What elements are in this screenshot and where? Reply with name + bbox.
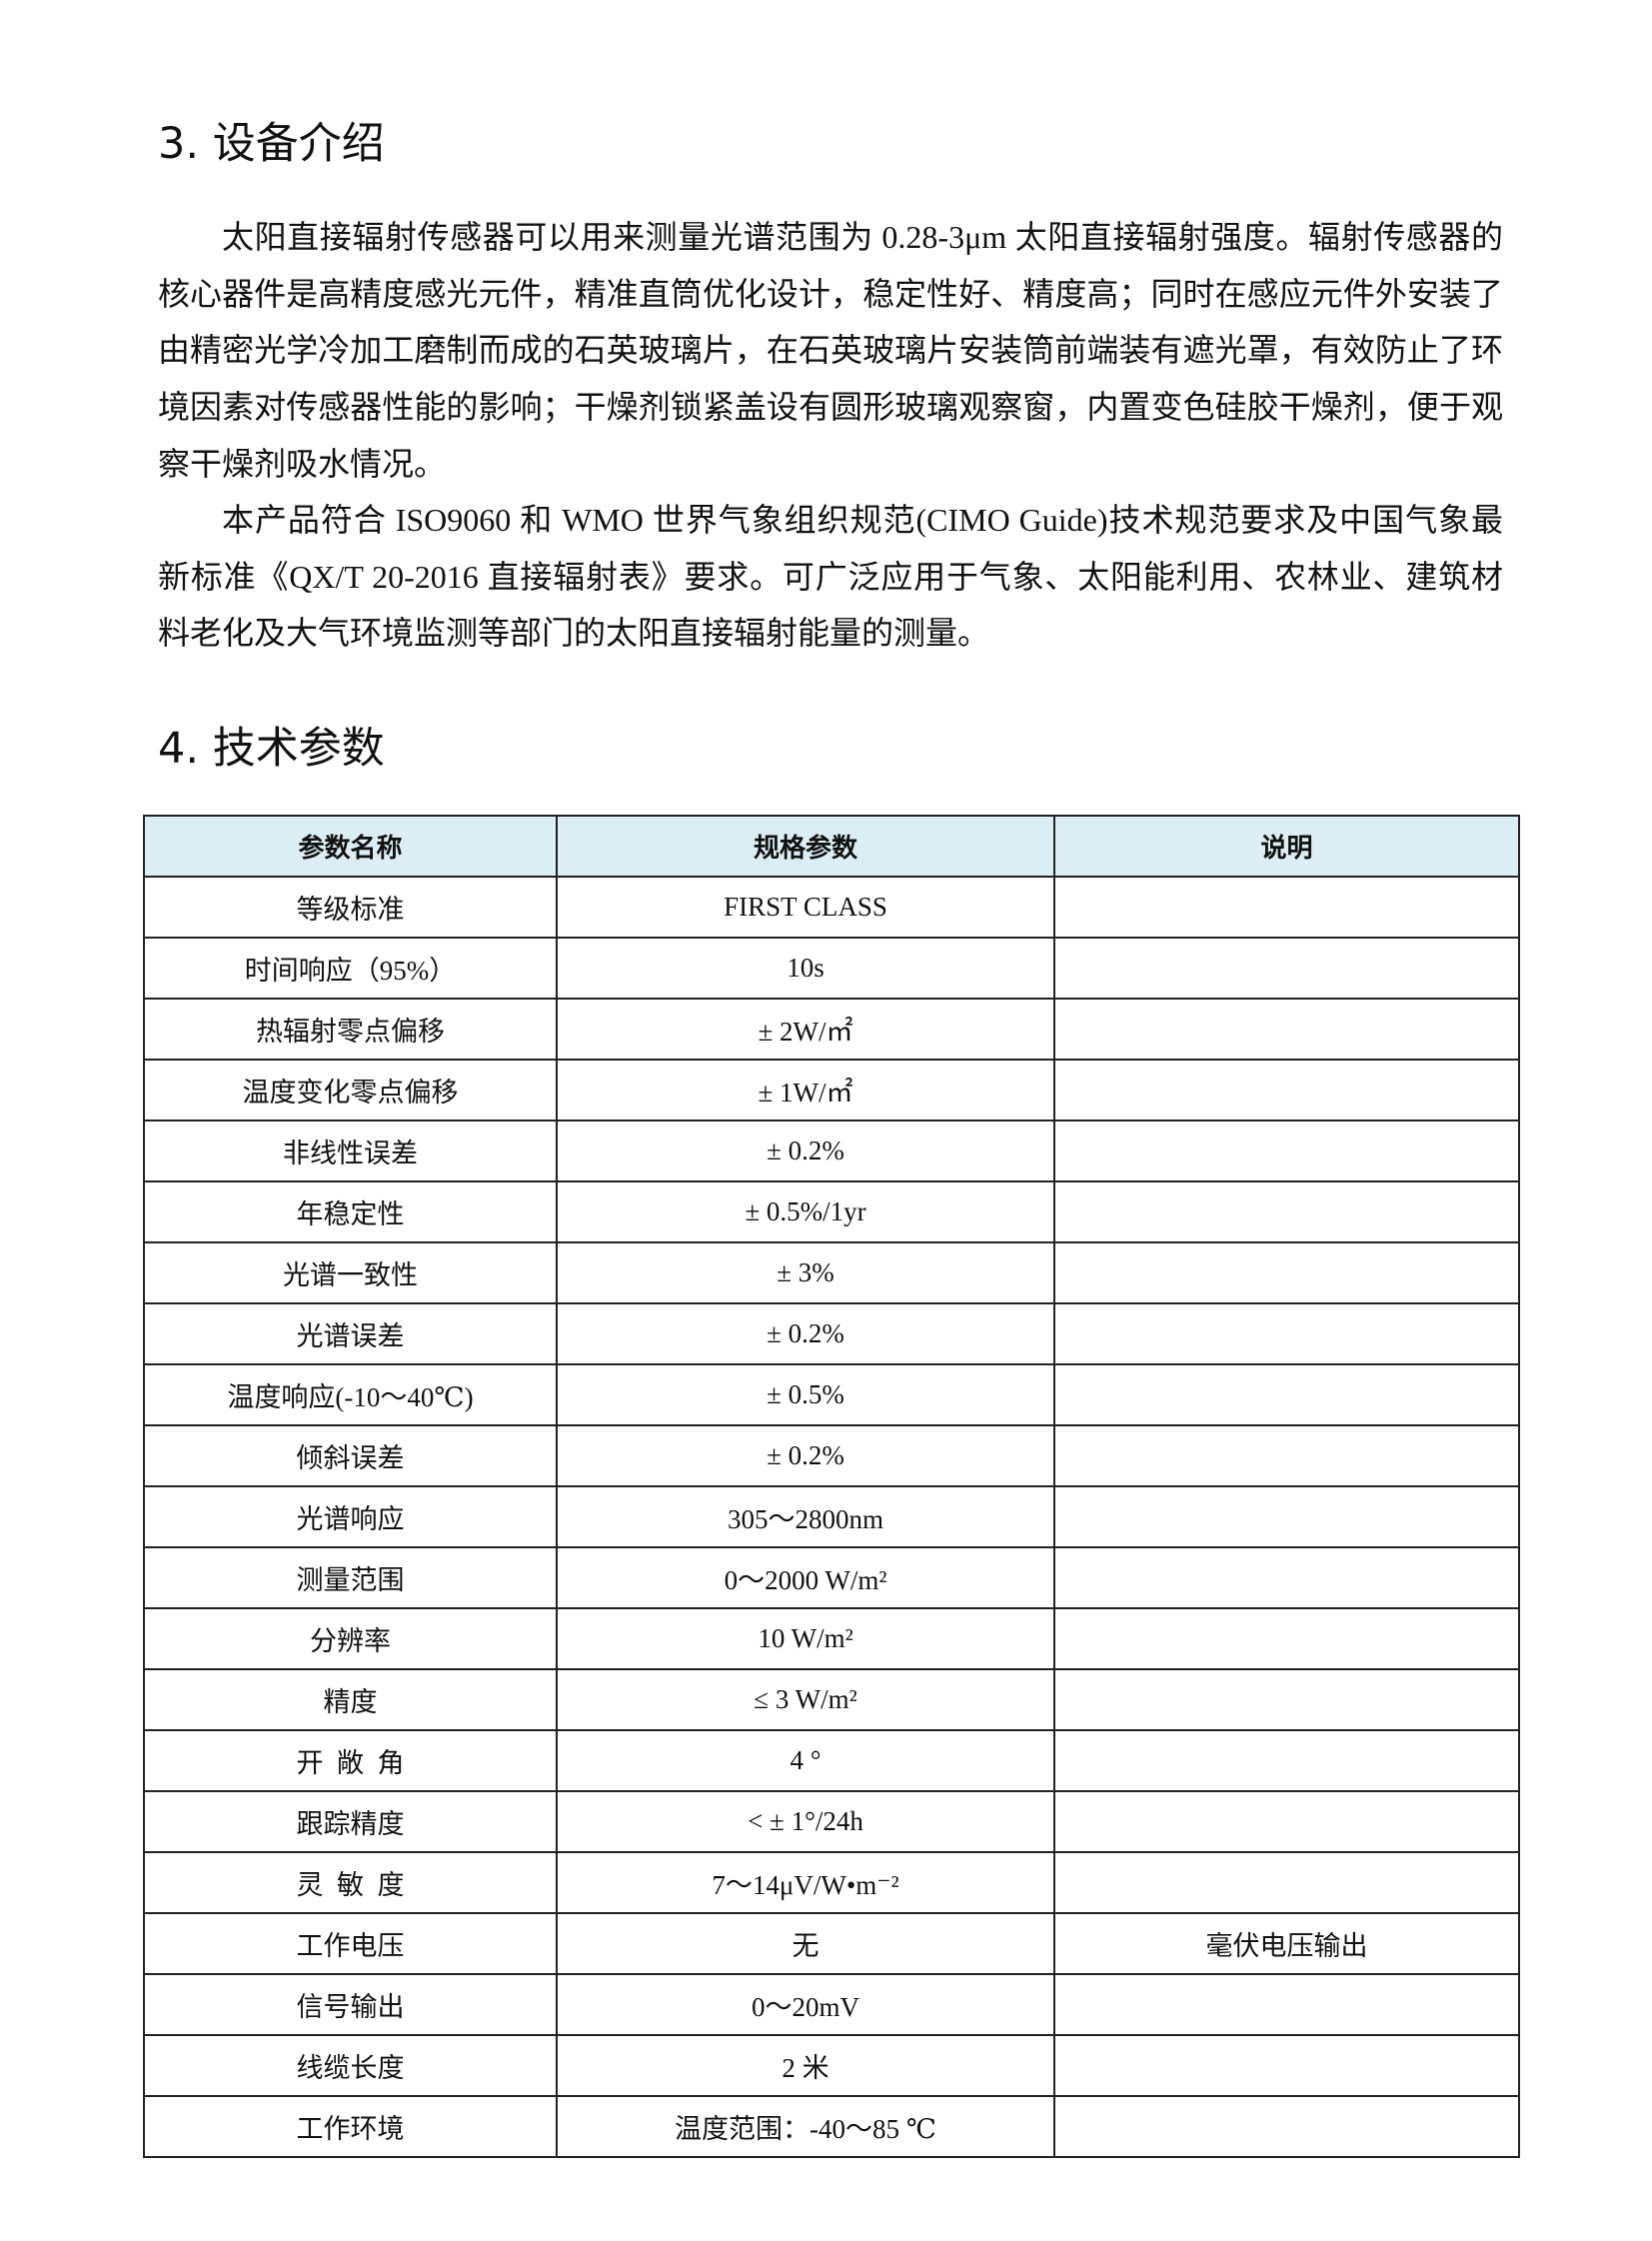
header-param-name: 参数名称 bbox=[143, 815, 558, 878]
param-name-cell: 等级标准 bbox=[143, 876, 558, 939]
note-cell bbox=[1053, 876, 1520, 939]
table-row: 分辨率 10 W/m² bbox=[143, 1607, 1520, 1670]
header-note: 说明 bbox=[1053, 815, 1520, 878]
param-name-cell: 热辐射零点偏移 bbox=[143, 998, 558, 1061]
spec-value-cell: 无 bbox=[556, 1912, 1055, 1975]
table-row: 热辐射零点偏移 ± 2W/㎡ bbox=[143, 998, 1520, 1061]
param-name-cell: 分辨率 bbox=[143, 1607, 558, 1670]
spec-value-cell: ≤ 3 W/m² bbox=[556, 1668, 1055, 1731]
spec-value-cell: 305～2800nm bbox=[556, 1485, 1055, 1548]
spec-value-cell: ± 2W/㎡ bbox=[556, 998, 1055, 1061]
note-cell bbox=[1053, 1973, 1520, 2036]
note-cell bbox=[1053, 1851, 1520, 1914]
table-row: 光谱误差 ± 0.2% bbox=[143, 1302, 1520, 1365]
table-row: 工作电压无毫伏电压输出 bbox=[143, 1912, 1520, 1975]
param-name-cell: 精度 bbox=[143, 1668, 558, 1731]
table-row: 灵 敏 度 7～14μV/W•m⁻² bbox=[143, 1851, 1520, 1914]
note-cell bbox=[1053, 1607, 1520, 1670]
spec-value-cell: 10s bbox=[556, 937, 1055, 1000]
spec-value-cell: ± 0.5% bbox=[556, 1363, 1055, 1426]
spec-value-cell: 0～20mV bbox=[556, 1973, 1055, 2036]
note-cell bbox=[1053, 1241, 1520, 1304]
table-row: 温度响应(-10～40℃) ± 0.5% bbox=[143, 1363, 1520, 1426]
spec-value-cell: 温度范围：-40～85 ℃ bbox=[556, 2095, 1055, 2158]
section-3-title: 3. 设备介绍 bbox=[158, 119, 385, 169]
note-cell bbox=[1053, 2095, 1520, 2158]
note-cell bbox=[1053, 1668, 1520, 1731]
spec-table: 参数名称 规格参数 说明 等级标准 FIRST CLASS 时间响应（95%） 10s… bbox=[143, 815, 1520, 2158]
param-name-cell: 光谱误差 bbox=[143, 1302, 558, 1365]
intro-paragraph-2: 本产品符合 ISO9060 和 WMO 世界气象组织规范(CIMO Guide)… bbox=[158, 502, 1503, 652]
table-row: 测量范围 0～2000 W/m² bbox=[143, 1546, 1520, 1609]
param-name-cell: 测量范围 bbox=[143, 1546, 558, 1609]
spec-value-cell: FIRST CLASS bbox=[556, 876, 1055, 939]
table-row: 时间响应（95%） 10s bbox=[143, 937, 1520, 1000]
param-name-cell: 跟踪精度 bbox=[143, 1790, 558, 1853]
note-cell bbox=[1053, 937, 1520, 1000]
table-row: 跟踪精度 < ± 1°/24h bbox=[143, 1790, 1520, 1853]
param-name-cell: 线缆长度 bbox=[143, 2034, 558, 2097]
param-name-cell: 温度变化零点偏移 bbox=[143, 1059, 558, 1121]
table-row: 工作环境 温度范围：-40～85 ℃ bbox=[143, 2095, 1520, 2158]
spec-value-cell: 10 W/m² bbox=[556, 1607, 1055, 1670]
note-cell bbox=[1053, 1059, 1520, 1121]
spec-value-cell: ± 0.2% bbox=[556, 1302, 1055, 1365]
table-header-row: 参数名称 规格参数 说明 bbox=[143, 815, 1520, 878]
param-name-cell: 信号输出 bbox=[143, 1973, 558, 2036]
section-4-title: 4. 技术参数 bbox=[158, 724, 385, 774]
spec-value-cell: ± 0.5%/1yr bbox=[556, 1180, 1055, 1243]
spec-value-cell: 2 米 bbox=[556, 2034, 1055, 2097]
note-cell bbox=[1053, 998, 1520, 1061]
spec-value-cell: 7～14μV/W•m⁻² bbox=[556, 1851, 1055, 1914]
note-cell bbox=[1053, 2034, 1520, 2097]
note-cell bbox=[1053, 1729, 1520, 1792]
param-name-cell: 开 敞 角 bbox=[143, 1729, 558, 1792]
param-name-cell: 光谱响应 bbox=[143, 1485, 558, 1548]
spec-value-cell: 4 ° bbox=[556, 1729, 1055, 1792]
note-cell bbox=[1053, 1363, 1520, 1426]
param-name-cell: 年稳定性 bbox=[143, 1180, 558, 1243]
spec-value-cell: ± 0.2% bbox=[556, 1120, 1055, 1182]
table-row: 精度 ≤ 3 W/m² bbox=[143, 1668, 1520, 1731]
param-name-cell: 光谱一致性 bbox=[143, 1241, 558, 1304]
note-cell bbox=[1053, 1546, 1520, 1609]
table-row: 光谱一致性 ± 3% bbox=[143, 1241, 1520, 1304]
table-row: 等级标准 FIRST CLASS bbox=[143, 876, 1520, 939]
spec-value-cell: ± 0.2% bbox=[556, 1424, 1055, 1487]
table-row: 信号输出 0～20mV bbox=[143, 1973, 1520, 2036]
spec-value-cell: ± 3% bbox=[556, 1241, 1055, 1304]
spec-value-cell: ± 1W/㎡ bbox=[556, 1059, 1055, 1121]
note-cell bbox=[1053, 1485, 1520, 1548]
intro-paragraph-1: 太阳直接辐射传感器可以用来测量光谱范围为 0.28-3μm 太阳直接辐射强度。辐… bbox=[158, 219, 1503, 482]
note-cell bbox=[1053, 1790, 1520, 1853]
spec-value-cell: < ± 1°/24h bbox=[556, 1790, 1055, 1853]
param-name-cell: 非线性误差 bbox=[143, 1120, 558, 1182]
table-row: 倾斜误差 ± 0.2% bbox=[143, 1424, 1520, 1487]
table-row: 非线性误差 ± 0.2% bbox=[143, 1120, 1520, 1182]
table-row: 年稳定性 ± 0.5%/1yr bbox=[143, 1180, 1520, 1243]
spec-value-cell: 0～2000 W/m² bbox=[556, 1546, 1055, 1609]
note-cell bbox=[1053, 1180, 1520, 1243]
note-cell bbox=[1053, 1302, 1520, 1365]
param-name-cell: 倾斜误差 bbox=[143, 1424, 558, 1487]
note-cell bbox=[1053, 1424, 1520, 1487]
table-row: 光谱响应 305～2800nm bbox=[143, 1485, 1520, 1548]
param-name-cell: 时间响应（95%） bbox=[143, 937, 558, 1000]
note-cell: 毫伏电压输出 bbox=[1053, 1912, 1520, 1975]
table-row: 线缆长度 2 米 bbox=[143, 2034, 1520, 2097]
param-name-cell: 工作环境 bbox=[143, 2095, 558, 2158]
param-name-cell: 灵 敏 度 bbox=[143, 1851, 558, 1914]
table-row: 温度变化零点偏移 ± 1W/㎡ bbox=[143, 1059, 1520, 1121]
param-name-cell: 温度响应(-10～40℃) bbox=[143, 1363, 558, 1426]
header-spec: 规格参数 bbox=[556, 815, 1055, 878]
param-name-cell: 工作电压 bbox=[143, 1912, 558, 1975]
note-cell bbox=[1053, 1120, 1520, 1182]
